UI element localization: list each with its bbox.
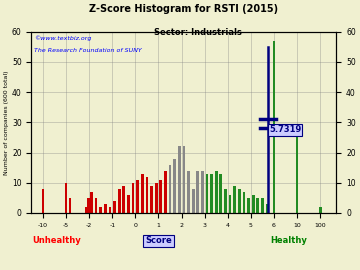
Bar bbox=[273, 41, 275, 213]
Title: Z-Score Histogram for RSTI (2015): Z-Score Histogram for RSTI (2015) bbox=[89, 4, 278, 14]
Bar bbox=[85, 207, 88, 213]
Bar bbox=[42, 189, 44, 213]
Bar bbox=[224, 189, 227, 213]
Bar bbox=[109, 207, 111, 213]
Bar bbox=[99, 207, 102, 213]
Bar bbox=[196, 171, 199, 213]
Bar bbox=[296, 137, 298, 213]
Bar bbox=[261, 198, 264, 213]
Bar bbox=[192, 189, 194, 213]
Bar bbox=[104, 204, 107, 213]
Bar bbox=[201, 171, 204, 213]
Bar bbox=[178, 147, 181, 213]
Bar bbox=[164, 171, 167, 213]
Bar bbox=[183, 147, 185, 213]
Bar bbox=[266, 204, 269, 213]
Bar bbox=[319, 207, 321, 213]
Bar bbox=[159, 180, 162, 213]
Bar bbox=[87, 198, 90, 213]
Bar bbox=[122, 186, 125, 213]
Bar bbox=[247, 198, 250, 213]
Bar bbox=[42, 201, 44, 213]
Bar bbox=[132, 183, 134, 213]
Bar bbox=[215, 171, 217, 213]
Text: Score: Score bbox=[145, 236, 172, 245]
Text: Unhealthy: Unhealthy bbox=[32, 236, 81, 245]
Bar bbox=[68, 198, 71, 213]
Bar bbox=[173, 158, 176, 213]
Bar bbox=[136, 180, 139, 213]
Bar bbox=[243, 192, 245, 213]
Bar bbox=[238, 189, 241, 213]
Text: The Research Foundation of SUNY: The Research Foundation of SUNY bbox=[35, 48, 142, 53]
Text: ©www.textbiz.org: ©www.textbiz.org bbox=[35, 35, 92, 41]
Bar bbox=[65, 183, 67, 213]
Bar bbox=[233, 186, 236, 213]
Bar bbox=[145, 177, 148, 213]
Text: Sector: Industrials: Sector: Industrials bbox=[154, 28, 242, 37]
Bar bbox=[150, 186, 153, 213]
Bar bbox=[206, 174, 208, 213]
Bar bbox=[113, 201, 116, 213]
Bar bbox=[256, 198, 259, 213]
Bar bbox=[118, 189, 121, 213]
Bar bbox=[168, 165, 171, 213]
Bar bbox=[90, 192, 93, 213]
Y-axis label: Number of companies (600 total): Number of companies (600 total) bbox=[4, 70, 9, 174]
Text: 5.7319: 5.7319 bbox=[269, 125, 301, 134]
Bar bbox=[141, 174, 144, 213]
Bar bbox=[220, 174, 222, 213]
Bar bbox=[155, 183, 158, 213]
Text: Healthy: Healthy bbox=[270, 236, 307, 245]
Bar bbox=[42, 195, 44, 213]
Bar bbox=[229, 195, 231, 213]
Bar bbox=[127, 195, 130, 213]
Bar bbox=[210, 174, 213, 213]
Bar bbox=[187, 171, 190, 213]
Bar bbox=[252, 195, 255, 213]
Bar bbox=[95, 198, 98, 213]
